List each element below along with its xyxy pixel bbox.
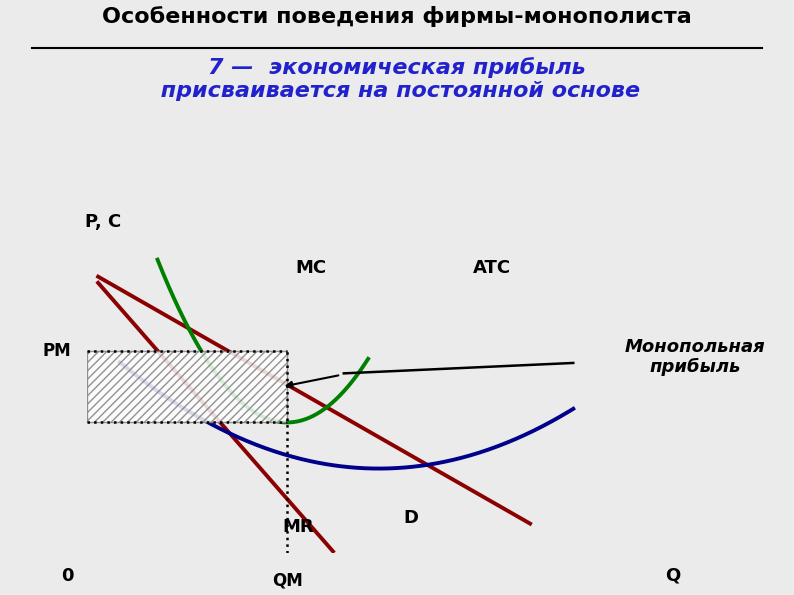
Text: QМ: QМ (272, 571, 303, 589)
Text: MC: MC (296, 259, 327, 277)
Text: Монопольная
прибыль: Монопольная прибыль (624, 337, 765, 377)
Text: MR: MR (282, 518, 314, 536)
Text: Особенности поведения фирмы-монополиста: Особенности поведения фирмы-монополиста (102, 6, 692, 27)
Text: PМ: PМ (43, 342, 71, 360)
Text: P, C: P, C (85, 212, 121, 230)
Text: ATC: ATC (473, 259, 511, 277)
Text: Q: Q (665, 566, 680, 585)
Bar (87, 351, 287, 422)
Text: D: D (404, 509, 418, 527)
Text: 7 —  экономическая прибыль
 присваивается на постоянной основе: 7 — экономическая прибыль присваивается … (153, 57, 641, 101)
Text: 0: 0 (61, 566, 74, 585)
